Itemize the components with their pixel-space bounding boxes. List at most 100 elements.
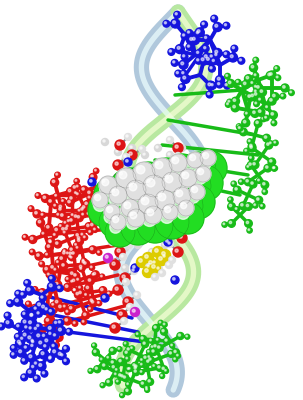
Circle shape [231, 181, 236, 186]
Circle shape [73, 186, 75, 188]
Circle shape [206, 58, 209, 60]
Circle shape [272, 167, 274, 169]
Circle shape [228, 220, 235, 227]
Circle shape [161, 374, 162, 376]
Circle shape [155, 338, 160, 342]
Circle shape [50, 289, 52, 290]
Circle shape [174, 350, 176, 352]
Circle shape [130, 146, 132, 148]
Circle shape [177, 332, 184, 340]
Circle shape [48, 355, 54, 362]
Circle shape [182, 185, 185, 188]
Circle shape [64, 283, 72, 291]
Circle shape [82, 260, 90, 268]
Circle shape [131, 308, 139, 316]
Circle shape [263, 134, 270, 142]
Circle shape [126, 230, 128, 232]
Circle shape [63, 345, 69, 352]
Circle shape [65, 227, 67, 230]
Circle shape [260, 90, 263, 92]
Circle shape [246, 180, 248, 182]
Circle shape [27, 288, 30, 291]
Circle shape [242, 119, 250, 127]
Circle shape [119, 187, 122, 190]
Circle shape [94, 177, 130, 213]
Circle shape [119, 312, 122, 315]
Circle shape [65, 224, 71, 229]
Circle shape [134, 230, 136, 232]
Circle shape [21, 357, 28, 364]
Circle shape [42, 343, 49, 350]
Circle shape [90, 180, 92, 182]
Circle shape [77, 278, 78, 280]
Circle shape [247, 228, 252, 233]
Circle shape [94, 228, 95, 230]
Circle shape [91, 248, 93, 250]
Circle shape [271, 166, 277, 171]
Circle shape [123, 266, 125, 268]
Circle shape [130, 194, 170, 234]
Circle shape [53, 267, 58, 273]
Circle shape [136, 243, 138, 245]
Circle shape [262, 189, 268, 194]
Circle shape [90, 299, 92, 301]
Circle shape [124, 158, 132, 166]
Circle shape [102, 138, 108, 146]
Circle shape [126, 389, 128, 392]
Circle shape [143, 180, 160, 197]
Circle shape [142, 152, 148, 158]
Circle shape [22, 375, 24, 378]
Circle shape [182, 72, 184, 74]
Circle shape [21, 337, 23, 339]
Circle shape [15, 299, 18, 302]
Circle shape [56, 173, 58, 175]
Circle shape [164, 368, 168, 374]
Circle shape [117, 176, 123, 182]
Circle shape [206, 91, 213, 98]
Circle shape [37, 362, 46, 371]
Circle shape [250, 64, 258, 72]
Circle shape [125, 219, 127, 221]
Circle shape [75, 291, 82, 298]
Circle shape [119, 172, 122, 175]
Circle shape [25, 281, 27, 283]
Circle shape [253, 57, 258, 63]
Circle shape [99, 274, 105, 280]
Circle shape [176, 193, 178, 195]
Circle shape [174, 179, 176, 181]
Circle shape [59, 208, 61, 210]
Circle shape [146, 388, 147, 390]
Circle shape [70, 219, 72, 221]
Circle shape [91, 301, 94, 303]
Circle shape [84, 313, 86, 316]
Circle shape [175, 192, 181, 198]
Circle shape [104, 184, 106, 186]
Circle shape [23, 345, 30, 351]
Circle shape [222, 222, 227, 227]
Circle shape [78, 239, 80, 241]
Circle shape [118, 358, 125, 365]
Circle shape [168, 48, 175, 55]
Circle shape [147, 210, 150, 212]
Circle shape [272, 121, 274, 123]
Circle shape [50, 287, 52, 288]
Circle shape [162, 172, 182, 192]
Circle shape [133, 364, 135, 366]
Circle shape [173, 247, 183, 257]
Circle shape [213, 48, 222, 58]
Circle shape [149, 261, 152, 264]
Circle shape [92, 227, 98, 232]
Circle shape [128, 305, 130, 307]
Circle shape [149, 358, 151, 360]
Circle shape [123, 341, 128, 346]
Circle shape [92, 273, 94, 275]
Circle shape [169, 352, 171, 354]
Circle shape [145, 264, 152, 270]
Circle shape [142, 341, 148, 348]
Circle shape [58, 286, 60, 288]
Circle shape [66, 310, 68, 312]
Circle shape [100, 358, 102, 360]
Circle shape [36, 301, 45, 310]
Circle shape [31, 250, 32, 252]
Circle shape [215, 24, 218, 27]
